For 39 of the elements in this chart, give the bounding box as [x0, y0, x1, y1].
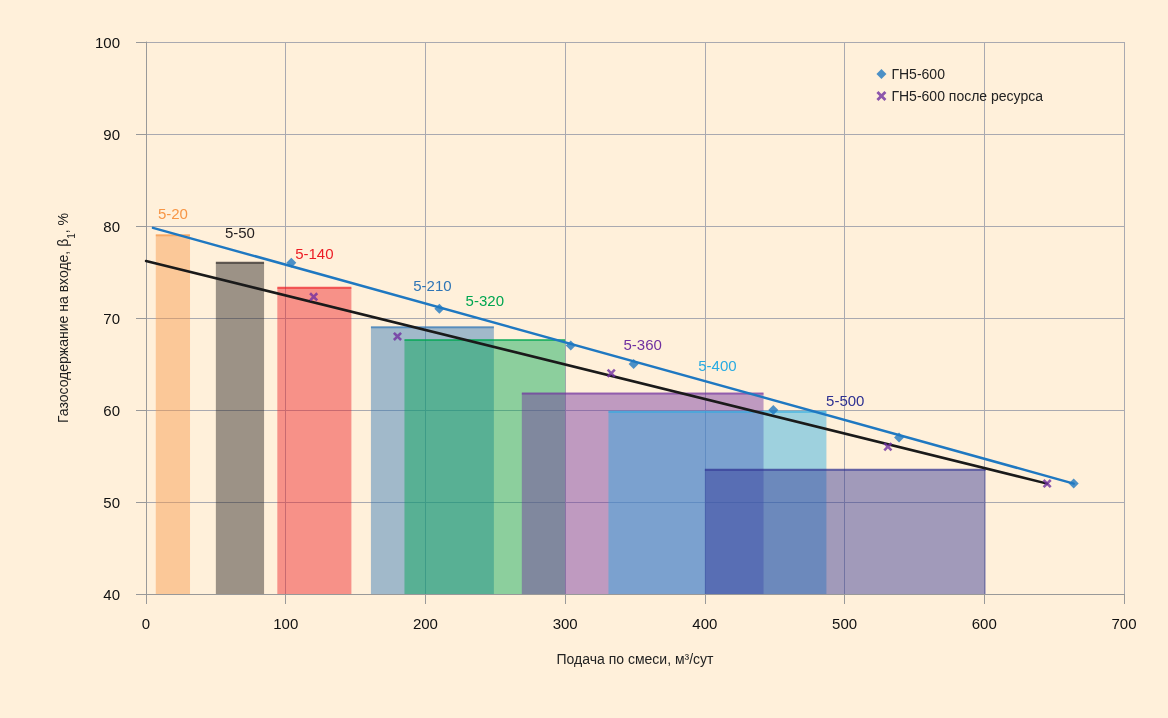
- text: 5-320: [465, 292, 504, 310]
- point: [434, 303, 445, 314]
- y-tick-label: 90: [103, 125, 120, 143]
- x-tick-label: 600: [971, 615, 997, 632]
- y-tick-label: 50: [103, 493, 120, 511]
- x-tick-label: 400: [692, 615, 718, 632]
- point: [286, 257, 297, 268]
- legend-label: ГН5-600 после ресурса: [891, 88, 1044, 104]
- point: [309, 292, 319, 302]
- point: [883, 442, 893, 452]
- series-label: 5-140: [295, 244, 334, 262]
- y-axis-title: Газосодержание на входе, β1, %: [55, 213, 77, 423]
- x-tick-label: 500: [832, 615, 858, 632]
- y-tick-label: 40: [103, 585, 120, 603]
- series-label: 5-50: [224, 224, 255, 241]
- y-tick-label: 80: [103, 217, 120, 235]
- point: [606, 368, 616, 378]
- x-tick-label: 700: [1111, 615, 1137, 632]
- text: 5-210: [413, 277, 452, 295]
- y-tick-label: 70: [103, 309, 120, 327]
- legend-label: ГН5-600: [891, 66, 946, 82]
- x-tick-label: 300: [552, 615, 578, 632]
- x-tick-label: 200: [412, 615, 438, 632]
- x-tick-label: 100: [273, 615, 299, 632]
- point: [894, 432, 905, 443]
- text: 5-500: [826, 392, 865, 410]
- x-axis-title: Подача по смеси, м³/сут: [556, 651, 715, 667]
- text: 5-400: [698, 356, 737, 374]
- point: [1042, 479, 1052, 489]
- point: [392, 331, 402, 341]
- point: [628, 359, 639, 369]
- point: [1068, 478, 1079, 489]
- point: [768, 405, 779, 415]
- x-tick-label: 0: [141, 615, 151, 632]
- point: [565, 340, 576, 351]
- y-tick-label: 60: [103, 401, 120, 419]
- text: 5-360: [623, 335, 662, 353]
- series-label: 5-20: [157, 205, 188, 223]
- y-tick-label: 100: [94, 33, 120, 51]
